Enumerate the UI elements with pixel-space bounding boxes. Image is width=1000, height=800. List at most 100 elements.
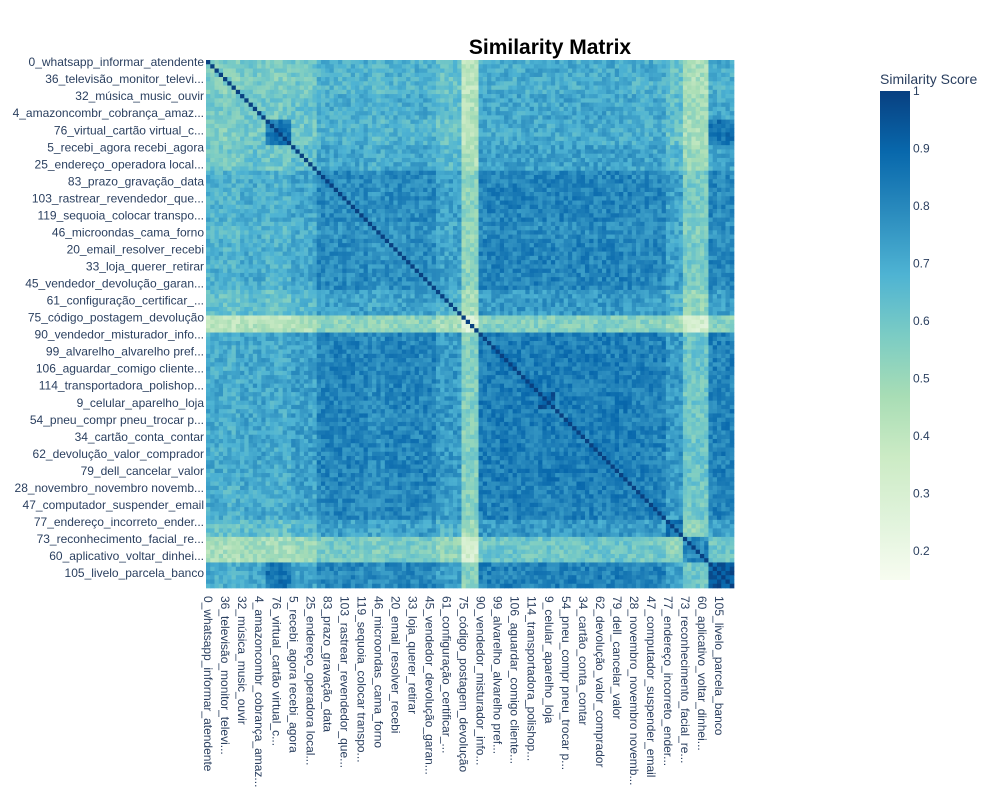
heatmap-cell[interactable] [320,221,326,227]
heatmap-cell[interactable] [729,115,735,120]
heatmap-cell[interactable] [729,136,735,142]
heatmap-cell[interactable] [610,226,616,231]
heatmap-cell[interactable] [708,209,714,214]
heatmap-cell[interactable] [499,106,505,112]
heatmap-cell[interactable] [261,166,266,172]
heatmap-cell[interactable] [580,200,586,206]
heatmap-cell[interactable] [257,123,262,129]
heatmap-cell[interactable] [546,174,552,180]
heatmap-cell[interactable] [342,162,347,167]
heatmap-cell[interactable] [257,209,262,214]
heatmap-cell[interactable] [448,119,454,125]
heatmap-cell[interactable] [346,81,352,86]
heatmap-cell[interactable] [355,106,360,112]
heatmap-cell[interactable] [244,68,249,74]
heatmap-cell[interactable] [282,128,288,133]
heatmap-cell[interactable] [529,145,535,150]
heatmap-cell[interactable] [661,187,667,193]
heatmap-cell[interactable] [308,149,313,155]
heatmap-cell[interactable] [206,136,211,142]
heatmap-cell[interactable] [729,153,735,159]
heatmap-cell[interactable] [329,72,335,78]
heatmap-cell[interactable] [550,132,556,137]
heatmap-cell[interactable] [303,94,309,99]
heatmap-cell[interactable] [491,81,496,86]
heatmap-cell[interactable] [316,94,322,99]
heatmap-cell[interactable] [376,162,381,167]
heatmap-cell[interactable] [631,200,637,206]
heatmap-cell[interactable] [338,128,343,133]
heatmap-cell[interactable] [699,89,705,95]
heatmap-cell[interactable] [542,153,547,159]
heatmap-cell[interactable] [699,166,705,172]
heatmap-cell[interactable] [563,72,569,78]
heatmap-cell[interactable] [329,179,335,184]
heatmap-cell[interactable] [252,230,258,235]
heatmap-cell[interactable] [589,102,594,108]
heatmap-cell[interactable] [712,217,718,223]
heatmap-cell[interactable] [257,196,262,201]
heatmap-cell[interactable] [384,77,390,82]
heatmap-cell[interactable] [325,60,330,65]
heatmap-cell[interactable] [721,111,726,116]
heatmap-cell[interactable] [491,217,496,223]
heatmap-cell[interactable] [729,149,735,155]
heatmap-cell[interactable] [299,68,305,74]
heatmap-cell[interactable] [206,149,211,155]
heatmap-cell[interactable] [286,68,292,74]
heatmap-cell[interactable] [550,119,556,125]
heatmap-cell[interactable] [261,204,266,210]
heatmap-cell[interactable] [350,140,356,146]
heatmap-cell[interactable] [708,226,714,231]
heatmap-cell[interactable] [695,98,701,103]
heatmap-cell[interactable] [584,81,590,86]
heatmap-cell[interactable] [278,145,283,150]
heatmap-cell[interactable] [729,145,735,150]
heatmap-cell[interactable] [380,128,386,133]
heatmap-cell[interactable] [725,162,731,167]
heatmap-cell[interactable] [695,89,701,95]
heatmap-cell[interactable] [491,179,496,184]
heatmap-cell[interactable] [240,213,245,218]
heatmap-cell[interactable] [465,179,471,184]
heatmap-cell[interactable] [342,98,347,103]
heatmap-cell[interactable] [640,140,645,146]
heatmap-cell[interactable] [414,64,420,69]
heatmap-cell[interactable] [619,106,624,112]
heatmap-cell[interactable] [576,145,582,150]
heatmap-cell[interactable] [457,149,462,155]
heatmap-cell[interactable] [431,119,437,125]
heatmap-cell[interactable] [286,230,292,235]
heatmap-cell[interactable] [235,85,241,91]
heatmap-cell[interactable] [350,106,356,112]
heatmap-cell[interactable] [721,149,726,155]
heatmap-cell[interactable] [427,149,433,155]
heatmap-cell[interactable] [235,89,241,95]
heatmap-cell[interactable] [240,200,245,206]
heatmap-cell[interactable] [687,140,692,146]
heatmap-cell[interactable] [665,128,671,133]
heatmap-cell[interactable] [572,102,577,108]
heatmap-cell[interactable] [286,157,292,163]
heatmap-cell[interactable] [312,140,318,146]
heatmap-cell[interactable] [474,183,479,189]
heatmap-cell[interactable] [682,128,688,133]
heatmap-cell[interactable] [606,85,611,91]
heatmap-cell[interactable] [538,200,543,206]
heatmap-cell[interactable] [363,64,369,69]
heatmap-cell[interactable] [636,132,641,137]
heatmap-cell[interactable] [423,170,428,176]
heatmap-cell[interactable] [359,183,364,189]
heatmap-cell[interactable] [291,174,296,180]
heatmap-cell[interactable] [576,179,582,184]
heatmap-cell[interactable] [470,153,475,159]
heatmap-cell[interactable] [623,128,628,133]
heatmap-cell[interactable] [491,98,496,103]
heatmap-cell[interactable] [716,162,722,167]
heatmap-cell[interactable] [695,123,701,129]
heatmap-cell[interactable] [316,187,322,193]
heatmap-cell[interactable] [678,94,684,99]
heatmap-cell[interactable] [401,221,407,227]
heatmap-cell[interactable] [269,213,275,218]
heatmap-cell[interactable] [687,98,692,103]
